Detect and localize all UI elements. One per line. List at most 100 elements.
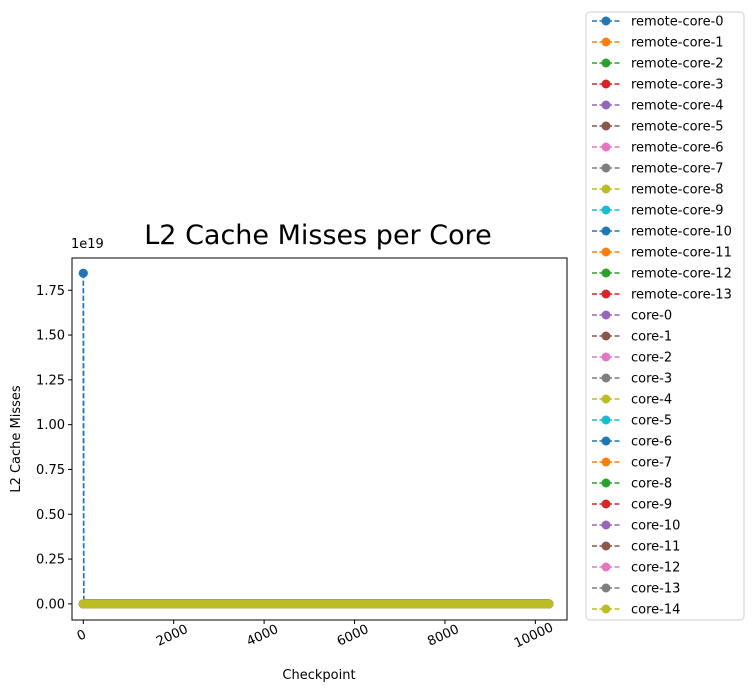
- y-tick-label: 1.25: [36, 373, 65, 388]
- legend-swatch-marker: [601, 394, 611, 404]
- legend-label: core-8: [631, 477, 672, 492]
- legend-item-core-10: core-10: [592, 519, 680, 534]
- x-tick-label: 2000: [154, 622, 190, 650]
- legend-swatch-marker: [601, 457, 611, 467]
- legend-item-core-13: core-13: [592, 582, 680, 597]
- legend-item-remote-core-3: remote-core-3: [592, 78, 724, 93]
- x-axis-label: Checkpoint: [282, 668, 355, 683]
- legend-label: remote-core-8: [631, 183, 724, 198]
- x-tick-label: 10000: [512, 620, 556, 651]
- y-tick-label: 1.00: [36, 418, 65, 433]
- legend-item-remote-core-10: remote-core-10: [592, 225, 732, 240]
- legend-swatch-marker: [601, 121, 611, 131]
- legend-label: core-11: [631, 540, 680, 555]
- legend-item-core-14: core-14: [592, 603, 680, 618]
- legend-swatch-marker: [601, 100, 611, 110]
- x-tick-label: 0: [75, 627, 89, 644]
- legend-item-remote-core-11: remote-core-11: [592, 246, 732, 261]
- y-tick-label: 0.75: [36, 463, 65, 478]
- legend-swatch-marker: [601, 268, 611, 278]
- legend-label: remote-core-3: [631, 78, 724, 93]
- x-tick-label: 6000: [335, 622, 371, 650]
- legend-item-remote-core-5: remote-core-5: [592, 120, 724, 135]
- legend-swatch-marker: [601, 562, 611, 572]
- legend-label: core-4: [631, 393, 672, 408]
- legend-label: remote-core-0: [631, 15, 724, 30]
- legend-label: remote-core-6: [631, 141, 724, 156]
- legend-swatch-marker: [601, 352, 611, 362]
- legend: remote-core-0 remote-core-1 remote-core-2 r…: [585, 11, 745, 621]
- legend-item-core-1: core-1: [592, 330, 672, 345]
- legend-item-remote-core-6: remote-core-6: [592, 141, 724, 156]
- legend-item-core-4: core-4: [592, 393, 672, 408]
- series-remote-core-0: [78, 268, 554, 609]
- legend-label: core-6: [631, 435, 672, 450]
- legend-label: core-3: [631, 372, 672, 387]
- legend-label: core-10: [631, 519, 680, 534]
- legend-item-core-3: core-3: [592, 372, 672, 387]
- legend-item-remote-core-8: remote-core-8: [592, 183, 724, 198]
- legend-label: core-2: [631, 351, 672, 366]
- plot-frame: [71, 257, 568, 621]
- series-marker-peak: [78, 268, 88, 278]
- legend-label: core-14: [631, 603, 680, 618]
- legend-label: core-12: [631, 561, 680, 576]
- legend-swatch-marker: [601, 37, 611, 47]
- legend-item-core-6: core-6: [592, 435, 672, 450]
- legend-item-remote-core-9: remote-core-9: [592, 204, 724, 219]
- series-core-14: [78, 599, 554, 609]
- y-tick-label: 0.00: [36, 597, 65, 612]
- legend-box: [585, 11, 745, 621]
- legend-item-remote-core-4: remote-core-4: [592, 99, 724, 114]
- legend-label: remote-core-13: [631, 288, 732, 303]
- legend-label: remote-core-10: [631, 225, 732, 240]
- series-line: [82, 273, 549, 605]
- legend-label: core-13: [631, 582, 680, 597]
- legend-label: core-7: [631, 456, 672, 471]
- legend-label: core-1: [631, 330, 672, 345]
- legend-swatch-marker: [601, 520, 611, 530]
- legend-swatch-marker: [601, 184, 611, 194]
- legend-item-remote-core-7: remote-core-7: [592, 162, 724, 177]
- legend-swatch-marker: [601, 226, 611, 236]
- legend-swatch-marker: [601, 541, 611, 551]
- legend-label: core-0: [631, 309, 672, 324]
- legend-swatch-marker: [601, 142, 611, 152]
- legend-swatch-marker: [601, 289, 611, 299]
- legend-item-remote-core-13: remote-core-13: [592, 288, 732, 303]
- legend-item-core-2: core-2: [592, 351, 672, 366]
- legend-swatch-marker: [601, 16, 611, 26]
- legend-swatch-marker: [601, 58, 611, 68]
- legend-item-core-8: core-8: [592, 477, 672, 492]
- y-axis-label: L2 Cache Misses: [9, 385, 24, 493]
- series-remote-core-10: [78, 268, 554, 609]
- legend-label: remote-core-9: [631, 204, 724, 219]
- y-tick-label: 0.25: [36, 553, 65, 568]
- legend-item-core-12: core-12: [592, 561, 680, 576]
- legend-swatch-marker: [601, 247, 611, 257]
- x-tick-label: 8000: [425, 622, 461, 650]
- legend-item-core-5: core-5: [592, 414, 672, 429]
- legend-label: remote-core-12: [631, 267, 732, 282]
- chart-title: L2 Cache Misses per Core: [144, 220, 491, 251]
- legend-swatch-marker: [601, 205, 611, 215]
- legend-swatch-marker: [601, 310, 611, 320]
- y-offset-label: 1e19: [71, 237, 104, 252]
- legend-swatch-marker: [601, 415, 611, 425]
- legend-item-remote-core-0: remote-core-0: [592, 15, 724, 30]
- legend-swatch-marker: [601, 373, 611, 383]
- legend-item-remote-core-1: remote-core-1: [592, 36, 724, 51]
- y-tick-label: 1.50: [36, 329, 65, 344]
- legend-swatch-marker: [601, 499, 611, 509]
- legend-item-core-0: core-0: [592, 309, 672, 324]
- legend-swatch-marker: [601, 331, 611, 341]
- legend-item-core-11: core-11: [592, 540, 680, 555]
- legend-swatch-marker: [601, 583, 611, 593]
- y-tick-label: 1.75: [36, 284, 65, 299]
- legend-item-core-7: core-7: [592, 456, 672, 471]
- legend-label: remote-core-4: [631, 99, 724, 114]
- legend-swatch-marker: [601, 163, 611, 173]
- legend-label: remote-core-1: [631, 36, 724, 51]
- legend-label: remote-core-5: [631, 120, 724, 135]
- legend-swatch-marker: [601, 436, 611, 446]
